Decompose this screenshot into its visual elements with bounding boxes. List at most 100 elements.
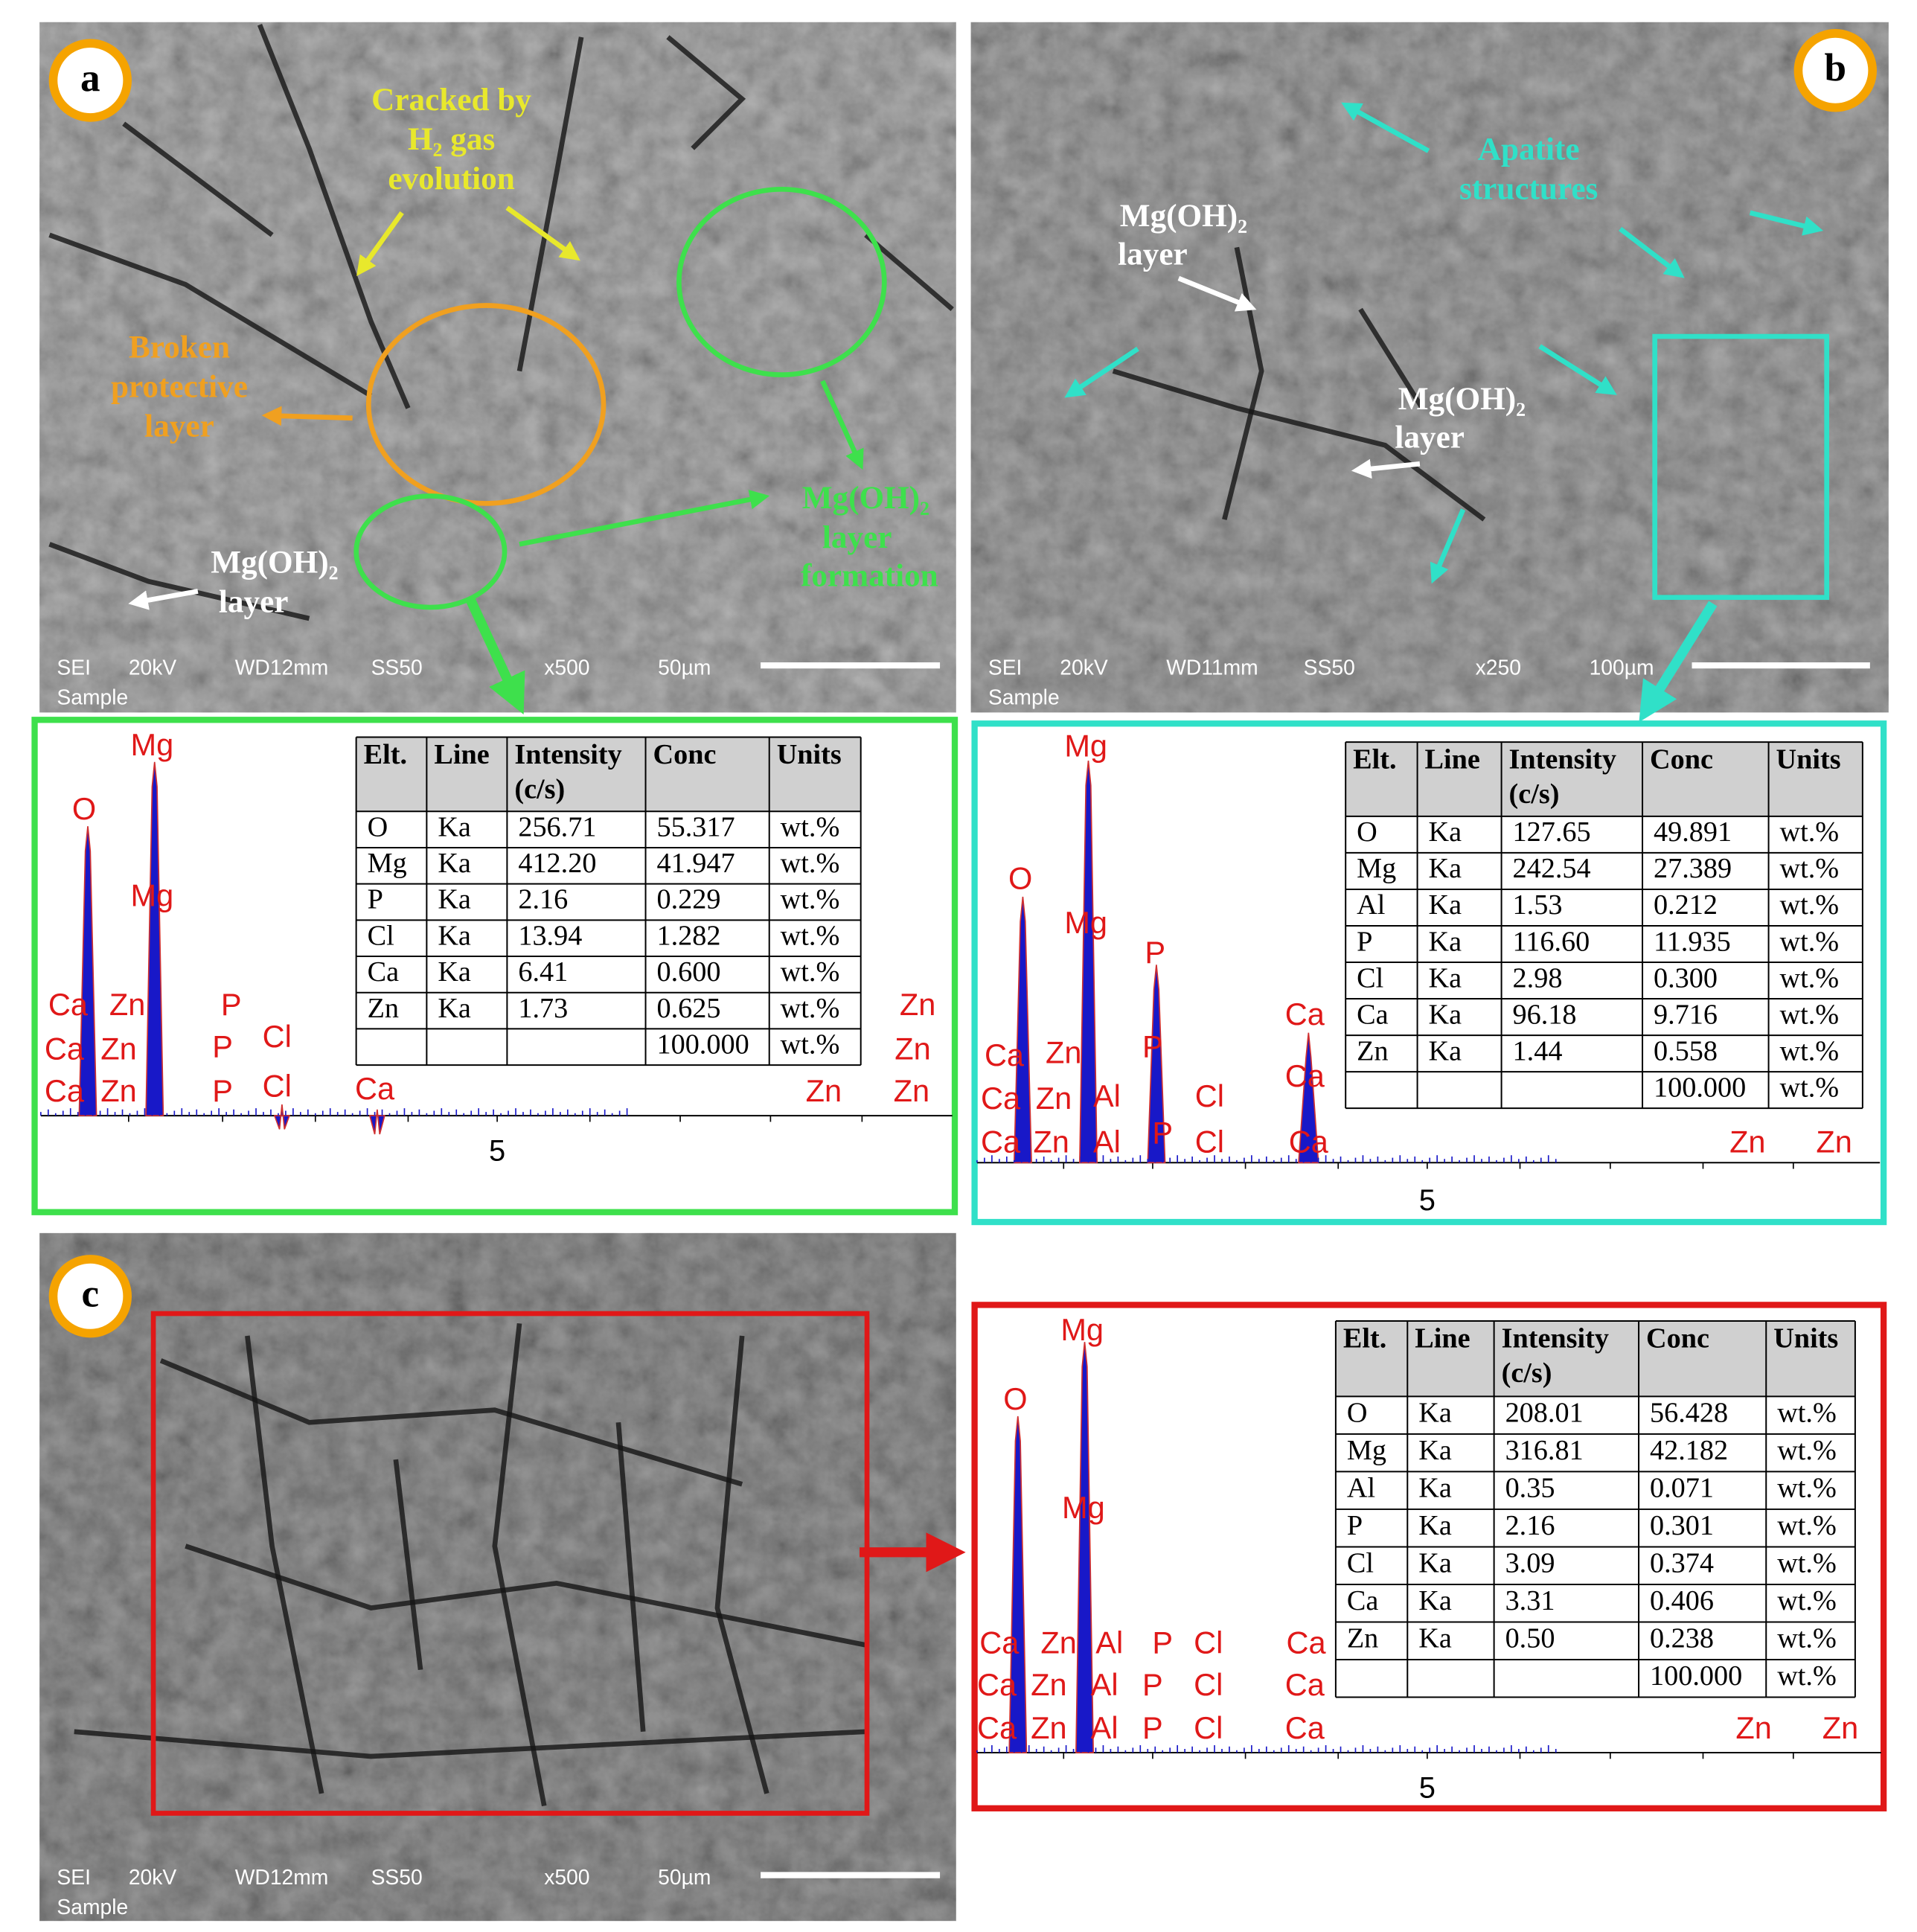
arrow — [820, 380, 864, 470]
table-cell: 1.73 — [518, 993, 568, 1024]
table-cell: 0.625 — [656, 993, 720, 1024]
crack — [1358, 307, 1425, 410]
table-cell: Ka — [1418, 1585, 1452, 1616]
annotation: layer — [822, 519, 892, 555]
table-cell: P — [1357, 926, 1372, 957]
eds-peak-label: O — [72, 791, 96, 826]
table-cell: 0.229 — [656, 884, 720, 915]
sem-info: 50µm — [658, 656, 711, 679]
table-header-bg — [1335, 1320, 1855, 1397]
arrow — [261, 406, 353, 426]
table-cell: Ka — [1418, 1472, 1452, 1503]
eds-peak-label: Zn — [895, 1031, 930, 1066]
table-header: Conc — [1646, 1322, 1709, 1354]
table-cell: 3.31 — [1505, 1585, 1555, 1616]
table-header: Intensity — [1509, 744, 1616, 775]
panel-badge — [48, 39, 132, 122]
table-cell: wt.% — [781, 920, 840, 951]
arrow — [519, 490, 770, 547]
annotation: layer — [219, 584, 289, 620]
sem-info: WD11mm — [1166, 656, 1258, 679]
eds-peak-label: Zn — [806, 1073, 842, 1108]
table-cell: Ka — [1418, 1623, 1452, 1654]
table-cell: 42.182 — [1650, 1435, 1728, 1466]
table-cell: Ka — [1418, 1510, 1452, 1541]
table-cell: Ka — [438, 993, 471, 1024]
eds-peak-label: Zn — [100, 1031, 136, 1066]
table-cell: 0.300 — [1654, 962, 1718, 994]
table-header: Line — [1425, 744, 1480, 775]
eds-peak-label: Cl — [1194, 1625, 1223, 1660]
eds-background-counts — [976, 1155, 1557, 1163]
table-cell: Ca — [1347, 1585, 1378, 1616]
eds-peak — [1008, 1416, 1028, 1753]
annotation: Mg(OH)₂ — [1120, 198, 1247, 234]
eds-peak-label: Zn — [1040, 1625, 1076, 1660]
table-cell: Cl — [1347, 1547, 1374, 1578]
eds-peak-label: Cl — [1194, 1710, 1223, 1745]
arrow — [1351, 458, 1421, 479]
table-cell: Ka — [438, 884, 471, 915]
table-cell: Al — [1357, 889, 1385, 921]
table-header: Units — [1776, 744, 1841, 775]
eds-peak-label: Mg — [1062, 1490, 1105, 1525]
table-header: Elt. — [364, 739, 407, 770]
eds-peak-label: Zn — [1729, 1124, 1765, 1159]
annotation: formation — [801, 558, 938, 594]
eds-peak-label: Ca — [1289, 1124, 1329, 1159]
arrow — [128, 589, 199, 610]
eds-peak-label: Ca — [981, 1081, 1021, 1116]
table-cell: 13.94 — [518, 920, 582, 951]
eds-peak-label: Ca — [1285, 1667, 1325, 1702]
table-cell: wt.% — [1780, 889, 1840, 921]
table-cell: Ka — [438, 956, 471, 988]
table-header-bg — [1345, 742, 1863, 816]
table-cell: Zn — [1357, 1035, 1388, 1066]
table-cell: 41.947 — [656, 848, 735, 879]
annotation: Broken — [129, 329, 230, 365]
table-header: Conc — [1650, 744, 1713, 775]
table-total: 100.000 — [1650, 1660, 1742, 1692]
crack — [393, 1459, 423, 1671]
eds-peak — [145, 761, 164, 1116]
sem-sample-label: Sample — [988, 685, 1060, 708]
eds-peak-label: Ca — [45, 1031, 85, 1066]
table-cell: 0.071 — [1650, 1472, 1714, 1503]
panel-badge — [48, 1255, 132, 1338]
arrow — [1639, 601, 1718, 723]
sem-sample-label: Sample — [57, 1895, 128, 1919]
table-cell: wt.% — [1777, 1510, 1837, 1541]
table-cell: Ka — [1418, 1397, 1452, 1428]
eds-peak-label: Ca — [977, 1710, 1017, 1745]
sem-info: 20kV — [129, 1865, 177, 1889]
table-cell: 316.81 — [1505, 1435, 1584, 1466]
crack — [48, 542, 310, 621]
crack — [864, 233, 954, 312]
table-total: 100.000 — [1654, 1072, 1746, 1103]
eds-background-counts — [976, 1745, 1557, 1753]
table-cell: 0.301 — [1650, 1510, 1714, 1541]
sem-image — [39, 22, 956, 713]
eds-peak-label: P — [221, 987, 242, 1022]
eds-peak-label: P — [212, 1029, 233, 1063]
annotation: Cracked by — [371, 82, 531, 118]
eds-peak-label: P — [1142, 1710, 1163, 1745]
eds-axis-tick-label: 5 — [1419, 1184, 1436, 1217]
table-cell: Ka — [1429, 1035, 1462, 1066]
table-cell: Ca — [368, 956, 399, 988]
eds-peak-label: Mg — [1064, 728, 1107, 763]
table-header: Elt. — [1353, 744, 1396, 775]
sem-info: SS50 — [1304, 656, 1355, 679]
table-cell: 2.98 — [1513, 962, 1563, 994]
sem-image — [39, 1232, 956, 1922]
table-header: Units — [1773, 1322, 1838, 1354]
crack — [666, 35, 746, 150]
table-cell: wt.% — [1777, 1435, 1837, 1466]
annotation: Mg(OH)₂ — [211, 544, 338, 580]
table-header: Intensity — [1502, 1322, 1609, 1354]
eds-background-counts — [40, 1108, 628, 1116]
table-cell: Ca — [1357, 999, 1388, 1030]
crack — [714, 1335, 769, 1794]
table-cell: O — [1347, 1397, 1368, 1428]
table-cell: 256.71 — [518, 811, 596, 842]
